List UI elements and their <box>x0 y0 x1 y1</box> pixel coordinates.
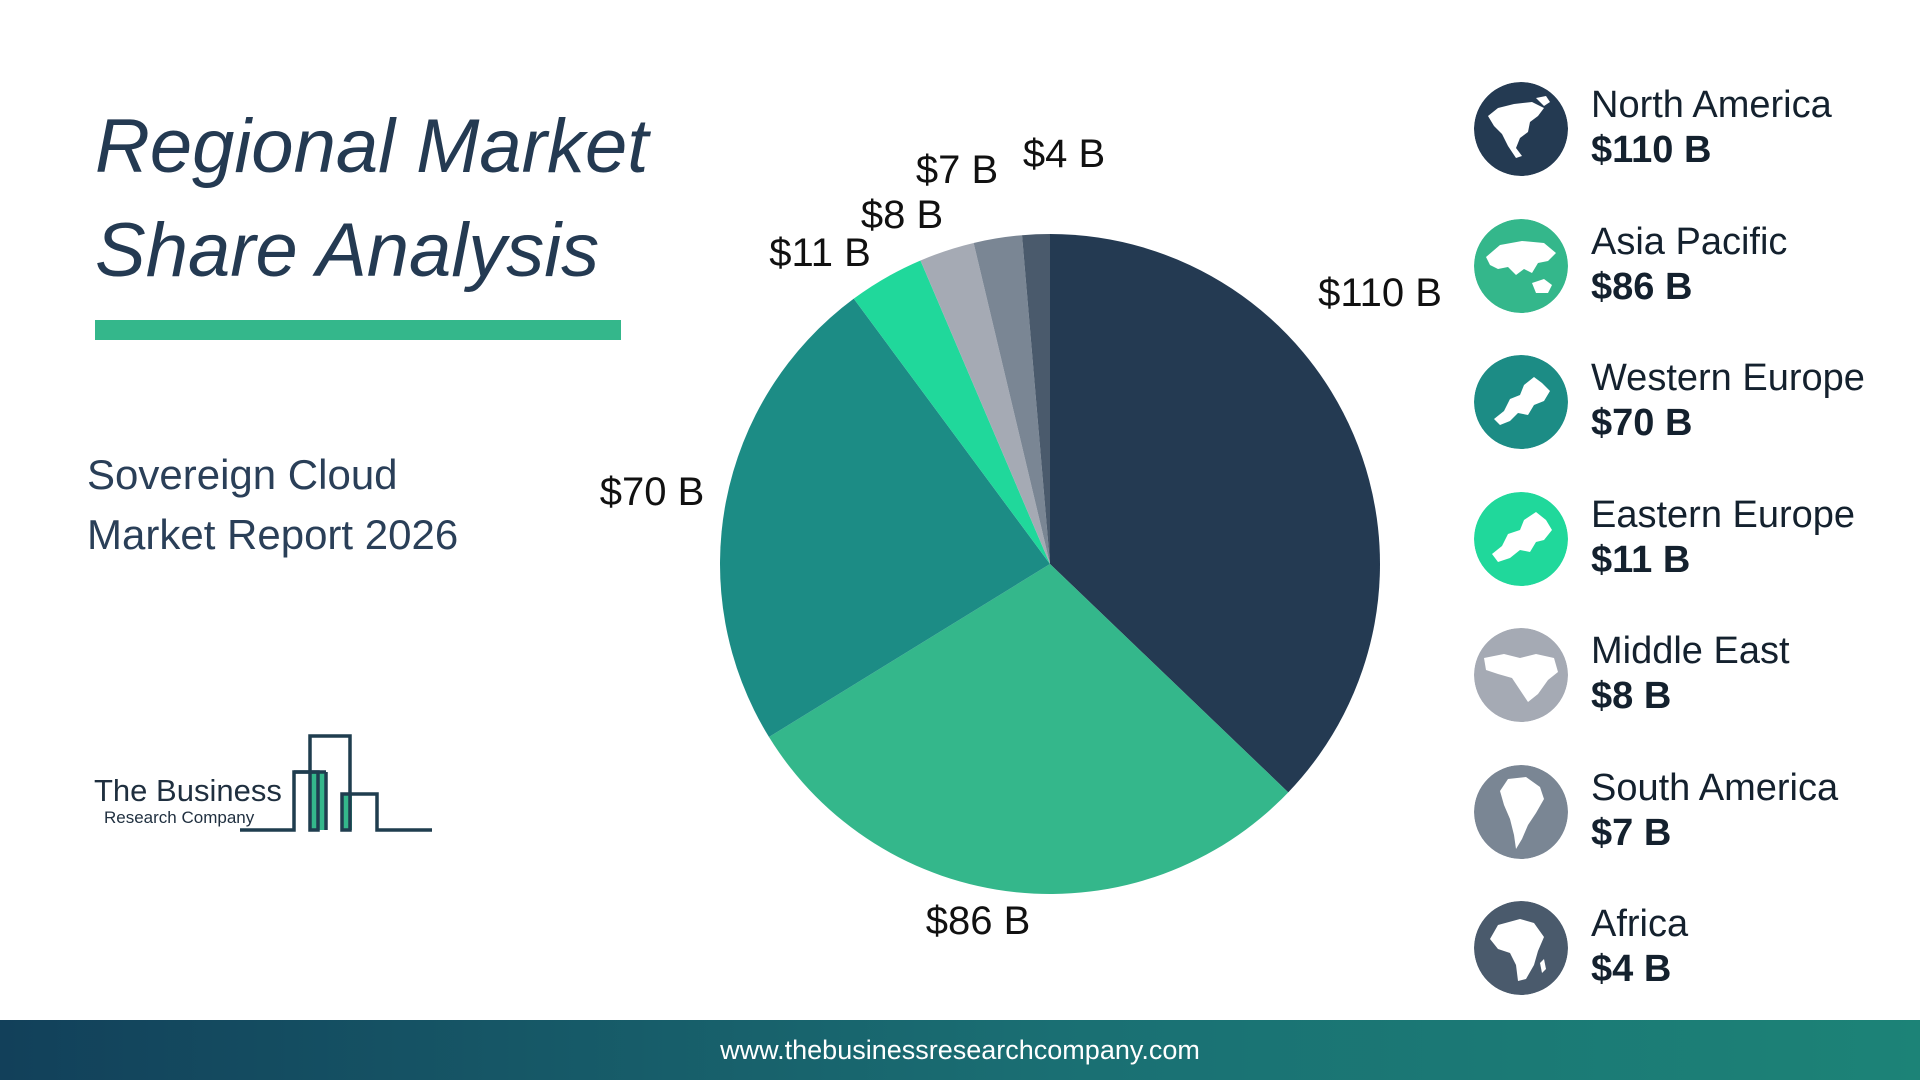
legend-value: $110 B <box>1591 129 1712 171</box>
title-line-1: Regional Market <box>95 104 649 189</box>
company-logo: The Business Research Company <box>92 728 442 840</box>
pie-slice-south-america <box>973 235 1050 564</box>
data-label-eastern-europe: $11 B <box>769 231 871 275</box>
pie-slice-western-europe <box>719 298 1050 738</box>
legend-label: Asia Pacific <box>1591 220 1788 263</box>
western-europe-globe-icon <box>1474 355 1568 449</box>
logo-buildings-graphic <box>240 734 432 832</box>
eastern-europe-globe-icon <box>1474 491 1568 586</box>
subtitle-line-2: Market Report 2026 <box>87 511 459 558</box>
legend-item-africa: Africa $4 B <box>1474 901 1894 1038</box>
legend-item-eastern-europe: Eastern Europe $11 B <box>1474 491 1894 629</box>
data-label-middle-east: $8 B <box>861 193 943 237</box>
legend-item-middle-east: Middle East $8 B <box>1474 628 1894 765</box>
legend-value: $4 B <box>1591 948 1672 990</box>
legend-label: Africa <box>1591 903 1689 945</box>
pie-slice-asia-pacific <box>768 564 1289 894</box>
logo-company-name: The Business <box>94 773 282 808</box>
page-title: Regional Market Share Analysis <box>95 95 695 303</box>
title-line-2: Share Analysis <box>95 208 600 293</box>
south-america-globe-icon <box>1474 764 1568 859</box>
legend-label: Eastern Europe <box>1591 493 1856 536</box>
legend-item-south-america: South America $7 B <box>1474 764 1894 902</box>
legend-label: South America <box>1591 766 1839 809</box>
data-label-north-america: $110 B <box>1318 271 1442 315</box>
north-america-globe-icon <box>1474 82 1568 176</box>
legend-label: Middle East <box>1591 630 1790 672</box>
legend-value: $11 B <box>1591 538 1691 581</box>
legend-value: $7 B <box>1591 811 1672 854</box>
legend-label: North America <box>1591 84 1832 126</box>
middle-east-globe-icon <box>1474 628 1568 722</box>
data-label-africa: $4 B <box>1023 132 1105 176</box>
pie-chart: $110 B $86 B $70 B $11 B$8 B$7 B $4 B <box>600 132 1442 943</box>
title-accent-bar <box>95 320 621 340</box>
logo-tagline: Research Company <box>104 808 255 827</box>
chart-legend: North America $110 B Asia Pacific $86 B … <box>1474 82 1894 1038</box>
pie-slice-middle-east <box>920 242 1050 564</box>
legend-item-western-europe: Western Europe $70 B <box>1474 355 1894 492</box>
data-label-asia-pacific: $86 B <box>926 899 1031 943</box>
africa-globe-icon <box>1474 901 1568 995</box>
data-label-south-america: $7 B <box>916 148 998 192</box>
footer-bar: www.thebusinessresearchcompany.com <box>0 1020 1920 1080</box>
footer-website-link[interactable]: www.thebusinessresearchcompany.com <box>720 1035 1200 1065</box>
subtitle-line-1: Sovereign Cloud <box>87 451 398 498</box>
pie-slice-north-america <box>1050 234 1380 793</box>
legend-value: $8 B <box>1591 675 1672 717</box>
data-label-western-europe: $70 B <box>600 470 705 514</box>
report-subtitle: Sovereign Cloud Market Report 2026 <box>87 445 587 565</box>
pie-slice-africa <box>1022 234 1050 564</box>
asia-pacific-globe-icon <box>1474 218 1568 313</box>
legend-label: Western Europe <box>1591 357 1865 399</box>
legend-value: $70 B <box>1591 402 1693 444</box>
legend-item-asia-pacific: Asia Pacific $86 B <box>1474 218 1894 356</box>
legend-item-north-america: North America $110 B <box>1474 82 1894 219</box>
legend-value: $86 B <box>1591 265 1693 308</box>
pie-slice-eastern-europe <box>853 260 1050 564</box>
